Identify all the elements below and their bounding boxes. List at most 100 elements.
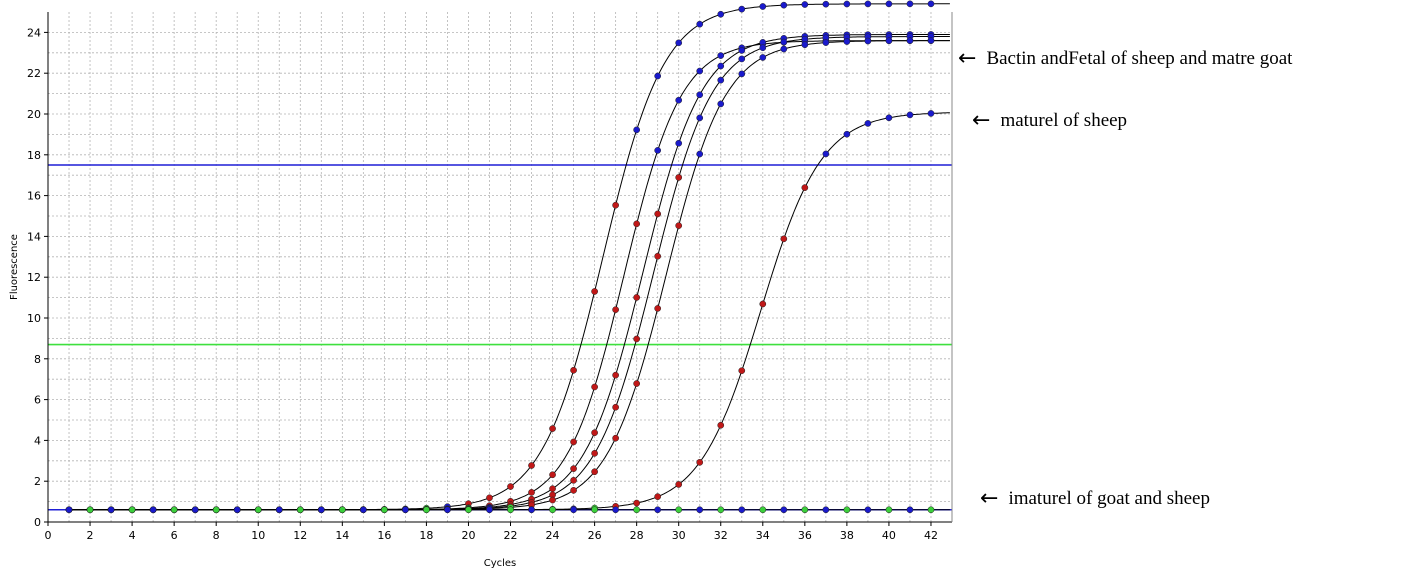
data-point xyxy=(717,10,725,18)
y-tick-label: 4 xyxy=(34,434,41,447)
data-point xyxy=(570,486,577,494)
data-point xyxy=(528,462,535,469)
x-tick-label: 36 xyxy=(798,529,812,542)
data-point xyxy=(738,506,746,514)
data-point xyxy=(822,39,830,46)
data-point xyxy=(654,506,662,514)
x-tick-label: 8 xyxy=(213,529,220,542)
data-point xyxy=(822,150,830,158)
y-axis-title: Fluorescence xyxy=(9,234,20,300)
data-point xyxy=(759,3,767,10)
data-point xyxy=(128,506,136,514)
data-point xyxy=(86,506,94,514)
data-point xyxy=(717,76,725,84)
data-point xyxy=(654,252,662,260)
data-point xyxy=(885,506,893,514)
data-point xyxy=(633,506,641,514)
data-point xyxy=(486,506,493,514)
data-point xyxy=(107,506,115,514)
data-point xyxy=(444,506,451,514)
data-point xyxy=(843,130,851,138)
annotation-imaturel: ← imaturel of goat and sheep xyxy=(980,488,1210,510)
data-point xyxy=(423,506,430,514)
y-tick-label: 6 xyxy=(34,394,41,407)
data-point xyxy=(717,506,725,514)
data-point xyxy=(549,485,556,493)
amplification-curves xyxy=(65,0,950,514)
x-tick-label: 42 xyxy=(924,529,938,542)
data-point xyxy=(633,380,641,387)
data-point xyxy=(549,496,556,504)
data-point xyxy=(927,0,935,8)
data-point xyxy=(359,506,367,514)
x-tick-label: 40 xyxy=(882,529,896,542)
data-point xyxy=(654,72,662,80)
data-point xyxy=(717,421,725,429)
data-point xyxy=(254,506,262,514)
annotation-maturel-sheep: ← maturel of sheep xyxy=(972,110,1127,132)
data-point xyxy=(591,288,598,295)
annotation-bactin-fetal: ← Bactin andFetal of sheep and matre goat xyxy=(958,48,1292,70)
x-tick-label: 16 xyxy=(377,529,391,542)
data-point xyxy=(864,37,872,45)
data-point xyxy=(717,62,725,70)
y-tick-label: 22 xyxy=(27,67,41,80)
data-point xyxy=(549,425,556,432)
data-point xyxy=(633,335,641,343)
data-point xyxy=(843,38,851,45)
data-point xyxy=(675,139,683,147)
y-tick-label: 18 xyxy=(27,149,41,162)
y-tick-label: 20 xyxy=(27,108,41,121)
data-point xyxy=(212,506,220,514)
data-point xyxy=(822,506,830,514)
x-tick-label: 18 xyxy=(419,529,433,542)
data-point xyxy=(675,96,683,104)
data-point xyxy=(381,506,388,514)
data-point xyxy=(528,506,535,514)
data-point xyxy=(927,506,935,514)
x-tick-label: 26 xyxy=(588,529,602,542)
data-point xyxy=(780,45,788,53)
data-point xyxy=(570,465,577,472)
data-point xyxy=(885,37,893,45)
data-point xyxy=(843,506,851,514)
data-point xyxy=(570,366,577,374)
left-arrow-icon: ← xyxy=(972,108,991,133)
x-axis-title: Cycles xyxy=(484,558,517,569)
data-point xyxy=(675,506,683,514)
y-tick-label: 2 xyxy=(34,475,41,488)
data-point xyxy=(465,506,472,514)
annotation-text: maturel of sheep xyxy=(1000,110,1128,131)
data-point xyxy=(507,483,514,490)
data-point xyxy=(633,499,641,507)
data-point xyxy=(759,506,767,514)
data-point xyxy=(675,174,683,181)
data-point xyxy=(696,91,704,99)
data-point xyxy=(717,52,725,59)
data-point xyxy=(738,47,746,54)
x-tick-label: 6 xyxy=(171,529,178,542)
data-point xyxy=(612,403,619,411)
y-tick-label: 8 xyxy=(34,353,41,366)
data-point xyxy=(486,494,493,502)
data-point xyxy=(906,506,914,514)
axes xyxy=(47,12,953,523)
data-point xyxy=(906,111,914,119)
data-point xyxy=(675,39,683,47)
data-point xyxy=(633,220,641,228)
data-point xyxy=(612,201,619,209)
tick-labels: 0 2 4 6 8 10 12 14 16 18 20 22 24 26 28 30 32 34 36 38 40 420… xyxy=(27,26,938,542)
data-point xyxy=(591,468,598,476)
data-point xyxy=(570,506,577,514)
x-tick-label: 22 xyxy=(504,529,518,542)
data-point xyxy=(675,481,683,488)
data-point xyxy=(927,37,935,44)
data-point xyxy=(843,0,851,8)
data-point xyxy=(759,44,767,52)
y-tick-label: 24 xyxy=(27,26,41,39)
data-point xyxy=(296,506,304,514)
data-point xyxy=(801,41,809,49)
data-point xyxy=(696,458,704,466)
data-point xyxy=(738,55,746,63)
